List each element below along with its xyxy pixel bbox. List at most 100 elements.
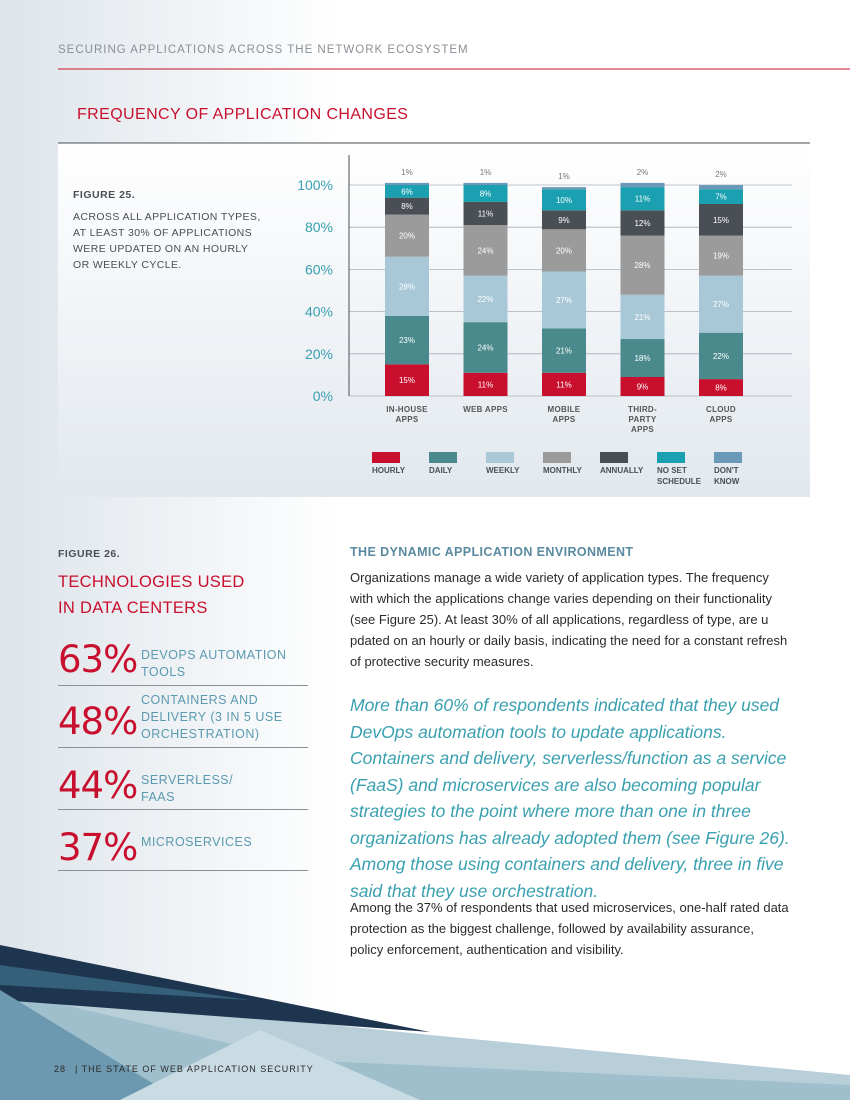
data-label: 28% (634, 261, 650, 270)
bar-segment (542, 229, 586, 272)
data-label: 12% (634, 219, 650, 228)
bar-segment (699, 275, 743, 333)
data-label: 11% (556, 380, 571, 389)
bar-segment (620, 339, 665, 378)
y-tick-label: 40% (305, 304, 333, 320)
bar-segment (620, 187, 665, 211)
legend-swatch (543, 452, 571, 463)
bar-segment (620, 210, 665, 236)
legend-label: DON'T KNOW (714, 466, 740, 486)
data-label: 6% (401, 187, 413, 196)
data-label: 28% (399, 282, 415, 291)
bar-segment (542, 328, 586, 373)
data-label: 18% (634, 354, 650, 363)
bar-segment (542, 210, 586, 230)
pull-quote: More than 60% of respondents indicated t… (350, 695, 790, 901)
data-label: 11% (478, 209, 493, 218)
legend-label: HOURLY (372, 466, 406, 475)
bar-segment (385, 197, 429, 215)
stat-value: 37% (58, 826, 138, 869)
paragraph: Organizations manage a wide variety of a… (350, 570, 788, 669)
bar-segment (542, 187, 586, 190)
stat-label: SERVERLESS/ FAAS (141, 773, 234, 804)
data-label: 9% (637, 383, 649, 392)
bar-segment (463, 182, 508, 185)
stat-value: 63% (58, 638, 138, 681)
stat-label: CONTAINERS AND DELIVERY (3 IN 5 USE ORCH… (141, 693, 283, 741)
legend-swatch (714, 452, 742, 463)
data-label: 22% (713, 352, 729, 361)
legend-swatch (486, 452, 514, 463)
decor (0, 965, 250, 1000)
data-label: 1% (401, 168, 413, 177)
data-label: 9% (558, 216, 570, 225)
data-label: 7% (715, 193, 727, 202)
y-tick-label: 0% (313, 388, 333, 404)
stat-rule (58, 685, 308, 686)
legend-label: MONTHLY (543, 466, 582, 475)
bar-segment (385, 315, 429, 365)
y-tick-label: 100% (297, 177, 333, 193)
figure-caption: ACROSS ALL APPLICATION TYPES, AT LEAST 3… (73, 211, 261, 271)
bar-segment (463, 275, 508, 323)
bar-segment (620, 294, 665, 340)
stat-rule (58, 870, 308, 871)
data-label: 15% (713, 216, 729, 225)
data-label: 8% (715, 384, 727, 393)
bar-segment (385, 214, 429, 257)
legend-label: WEEKLY (486, 466, 520, 475)
data-label: 1% (480, 168, 492, 177)
legend-swatch (657, 452, 685, 463)
data-label: 2% (637, 168, 649, 177)
data-label: 2% (715, 170, 727, 179)
chart-panel (58, 143, 810, 497)
stat-value: 48% (58, 700, 138, 743)
figure-label: FIGURE 25. (73, 189, 136, 201)
bar-segment (542, 189, 586, 211)
data-label: 19% (713, 252, 729, 261)
stat-rule (58, 809, 308, 810)
paragraph: Among the 37% of respondents that used m… (350, 900, 789, 957)
x-tick-label: CLOUD APPS (706, 405, 736, 424)
bar-segment (385, 364, 429, 396)
bar-segment (699, 203, 743, 236)
stat-label: DEVOPS AUTOMATION TOOLS (141, 648, 287, 679)
data-label: 20% (556, 246, 572, 255)
bar-segment (620, 377, 665, 396)
data-label: 27% (556, 296, 572, 305)
data-label: 15% (399, 376, 415, 385)
bar-segment (463, 185, 508, 202)
data-label: 27% (713, 300, 729, 309)
bar-segment (620, 182, 665, 188)
decor (120, 1030, 420, 1100)
data-label: 24% (477, 343, 493, 352)
bar-segment (463, 322, 508, 373)
data-label: 10% (556, 196, 572, 205)
bar-segment (463, 201, 508, 226)
x-tick-label: MOBILE APPS (547, 405, 581, 424)
bar-segment (699, 185, 743, 190)
figure-label: FIGURE 26. (58, 548, 121, 560)
bar-segment (699, 379, 743, 396)
x-tick-label: THIRD-PARTY APPS (628, 405, 657, 434)
y-tick-label: 20% (305, 346, 333, 362)
data-label: 21% (556, 347, 572, 356)
bar-segment (463, 372, 508, 396)
bar-segment (385, 256, 429, 316)
data-label: 20% (399, 232, 415, 241)
stat-label: MICROSERVICES (141, 835, 253, 849)
bar-segment (542, 372, 586, 396)
data-label: 8% (401, 202, 413, 211)
bar-segment (699, 332, 743, 380)
data-label: 8% (480, 189, 492, 198)
chart-title: FREQUENCY OF APPLICATION CHANGES (77, 106, 409, 123)
legend-label: NO SET SCHEDULE (657, 466, 702, 486)
figure-title: TECHNOLOGIES USED IN DATA CENTERS (58, 573, 245, 617)
stat-rule (58, 747, 308, 748)
stat-value: 44% (58, 764, 138, 807)
legend-label: DAILY (429, 466, 453, 475)
article-heading: THE DYNAMIC APPLICATION ENVIRONMENT (350, 545, 634, 559)
legend-swatch (429, 452, 457, 463)
